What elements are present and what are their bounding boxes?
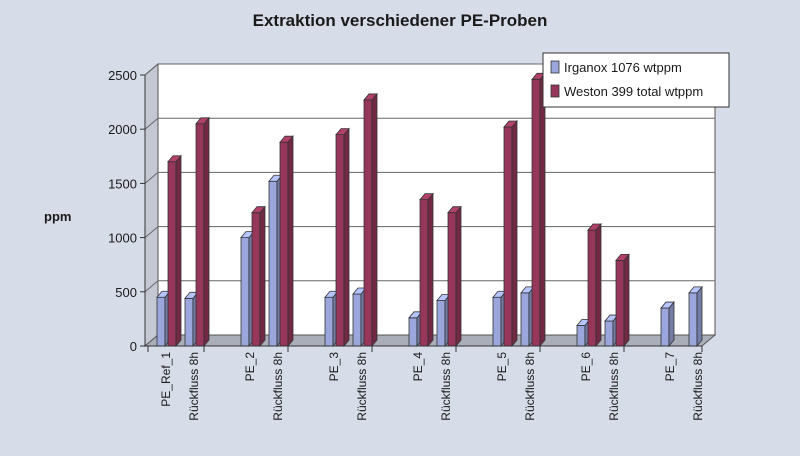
plot-side-wall — [144, 62, 159, 348]
x-tick-label: PE_Ref_1 — [159, 352, 173, 407]
bar-weston — [615, 253, 630, 348]
x-tick-label: PE_2 — [243, 352, 257, 382]
x-tick-label: Rückfluss 8h — [607, 352, 621, 421]
bar-weston — [447, 205, 462, 348]
y-tick-label: 500 — [115, 285, 137, 300]
legend-swatch — [550, 60, 560, 74]
x-tick-label: Rückfluss 8h — [271, 352, 285, 421]
gridline — [144, 280, 715, 293]
legend: Irganox 1076 wtppm Weston 399 total wtppm — [542, 52, 730, 108]
y-tick-label: 1000 — [108, 231, 137, 246]
gridlines — [144, 63, 715, 293]
bar-weston — [279, 135, 294, 348]
y-tick-label: 1500 — [108, 176, 137, 191]
bar-weston — [419, 192, 434, 348]
x-tick-label: Rückfluss 8h — [691, 352, 705, 421]
legend-label: Irganox 1076 wtppm — [564, 60, 682, 75]
x-tick-label: Rückfluss 8h — [523, 352, 537, 421]
legend-swatch — [550, 84, 560, 98]
y-tick-label: 2500 — [108, 68, 137, 83]
x-axis-ticks: PE_Ref_1 Rückfluss 8h PE_2 Rückfluss 8h PE_3… — [147, 346, 705, 421]
bar-weston — [531, 72, 546, 348]
y-axis-label: ppm — [44, 209, 71, 224]
x-tick-label: Rückfluss 8h — [355, 352, 369, 421]
legend-label: Weston 399 total wtppm — [564, 84, 703, 99]
y-tick-label: 0 — [130, 339, 137, 354]
bar-weston — [167, 154, 182, 348]
bar-weston — [195, 116, 210, 348]
x-tick-label: PE_3 — [327, 352, 341, 382]
bars — [156, 72, 703, 348]
chart-title: Extraktion verschiedener PE-Proben — [253, 11, 548, 30]
bar-irganox — [688, 285, 703, 348]
x-tick-label: PE_7 — [663, 352, 677, 382]
x-tick-label: PE_5 — [495, 352, 509, 382]
bar-weston — [363, 92, 378, 348]
x-tick-label: PE_6 — [579, 352, 593, 382]
bar-weston — [587, 222, 602, 348]
x-tick-label: Rückfluss 8h — [187, 352, 201, 421]
bar-weston — [251, 205, 266, 348]
gridline — [144, 63, 715, 76]
gridline — [144, 171, 715, 184]
bar-irganox — [660, 300, 675, 348]
x-tick-label: Rückfluss 8h — [439, 352, 453, 421]
gridline — [144, 117, 715, 130]
bar-weston — [335, 127, 350, 348]
bar-irganox — [604, 313, 619, 348]
gridline — [144, 226, 715, 238]
y-axis-ticks: 0 500 1000 1500 2000 2500 — [108, 68, 702, 354]
y-tick-label: 2000 — [108, 122, 137, 137]
bar-weston — [503, 119, 518, 348]
legend-box — [542, 52, 730, 108]
x-tick-label: PE_4 — [411, 352, 425, 382]
